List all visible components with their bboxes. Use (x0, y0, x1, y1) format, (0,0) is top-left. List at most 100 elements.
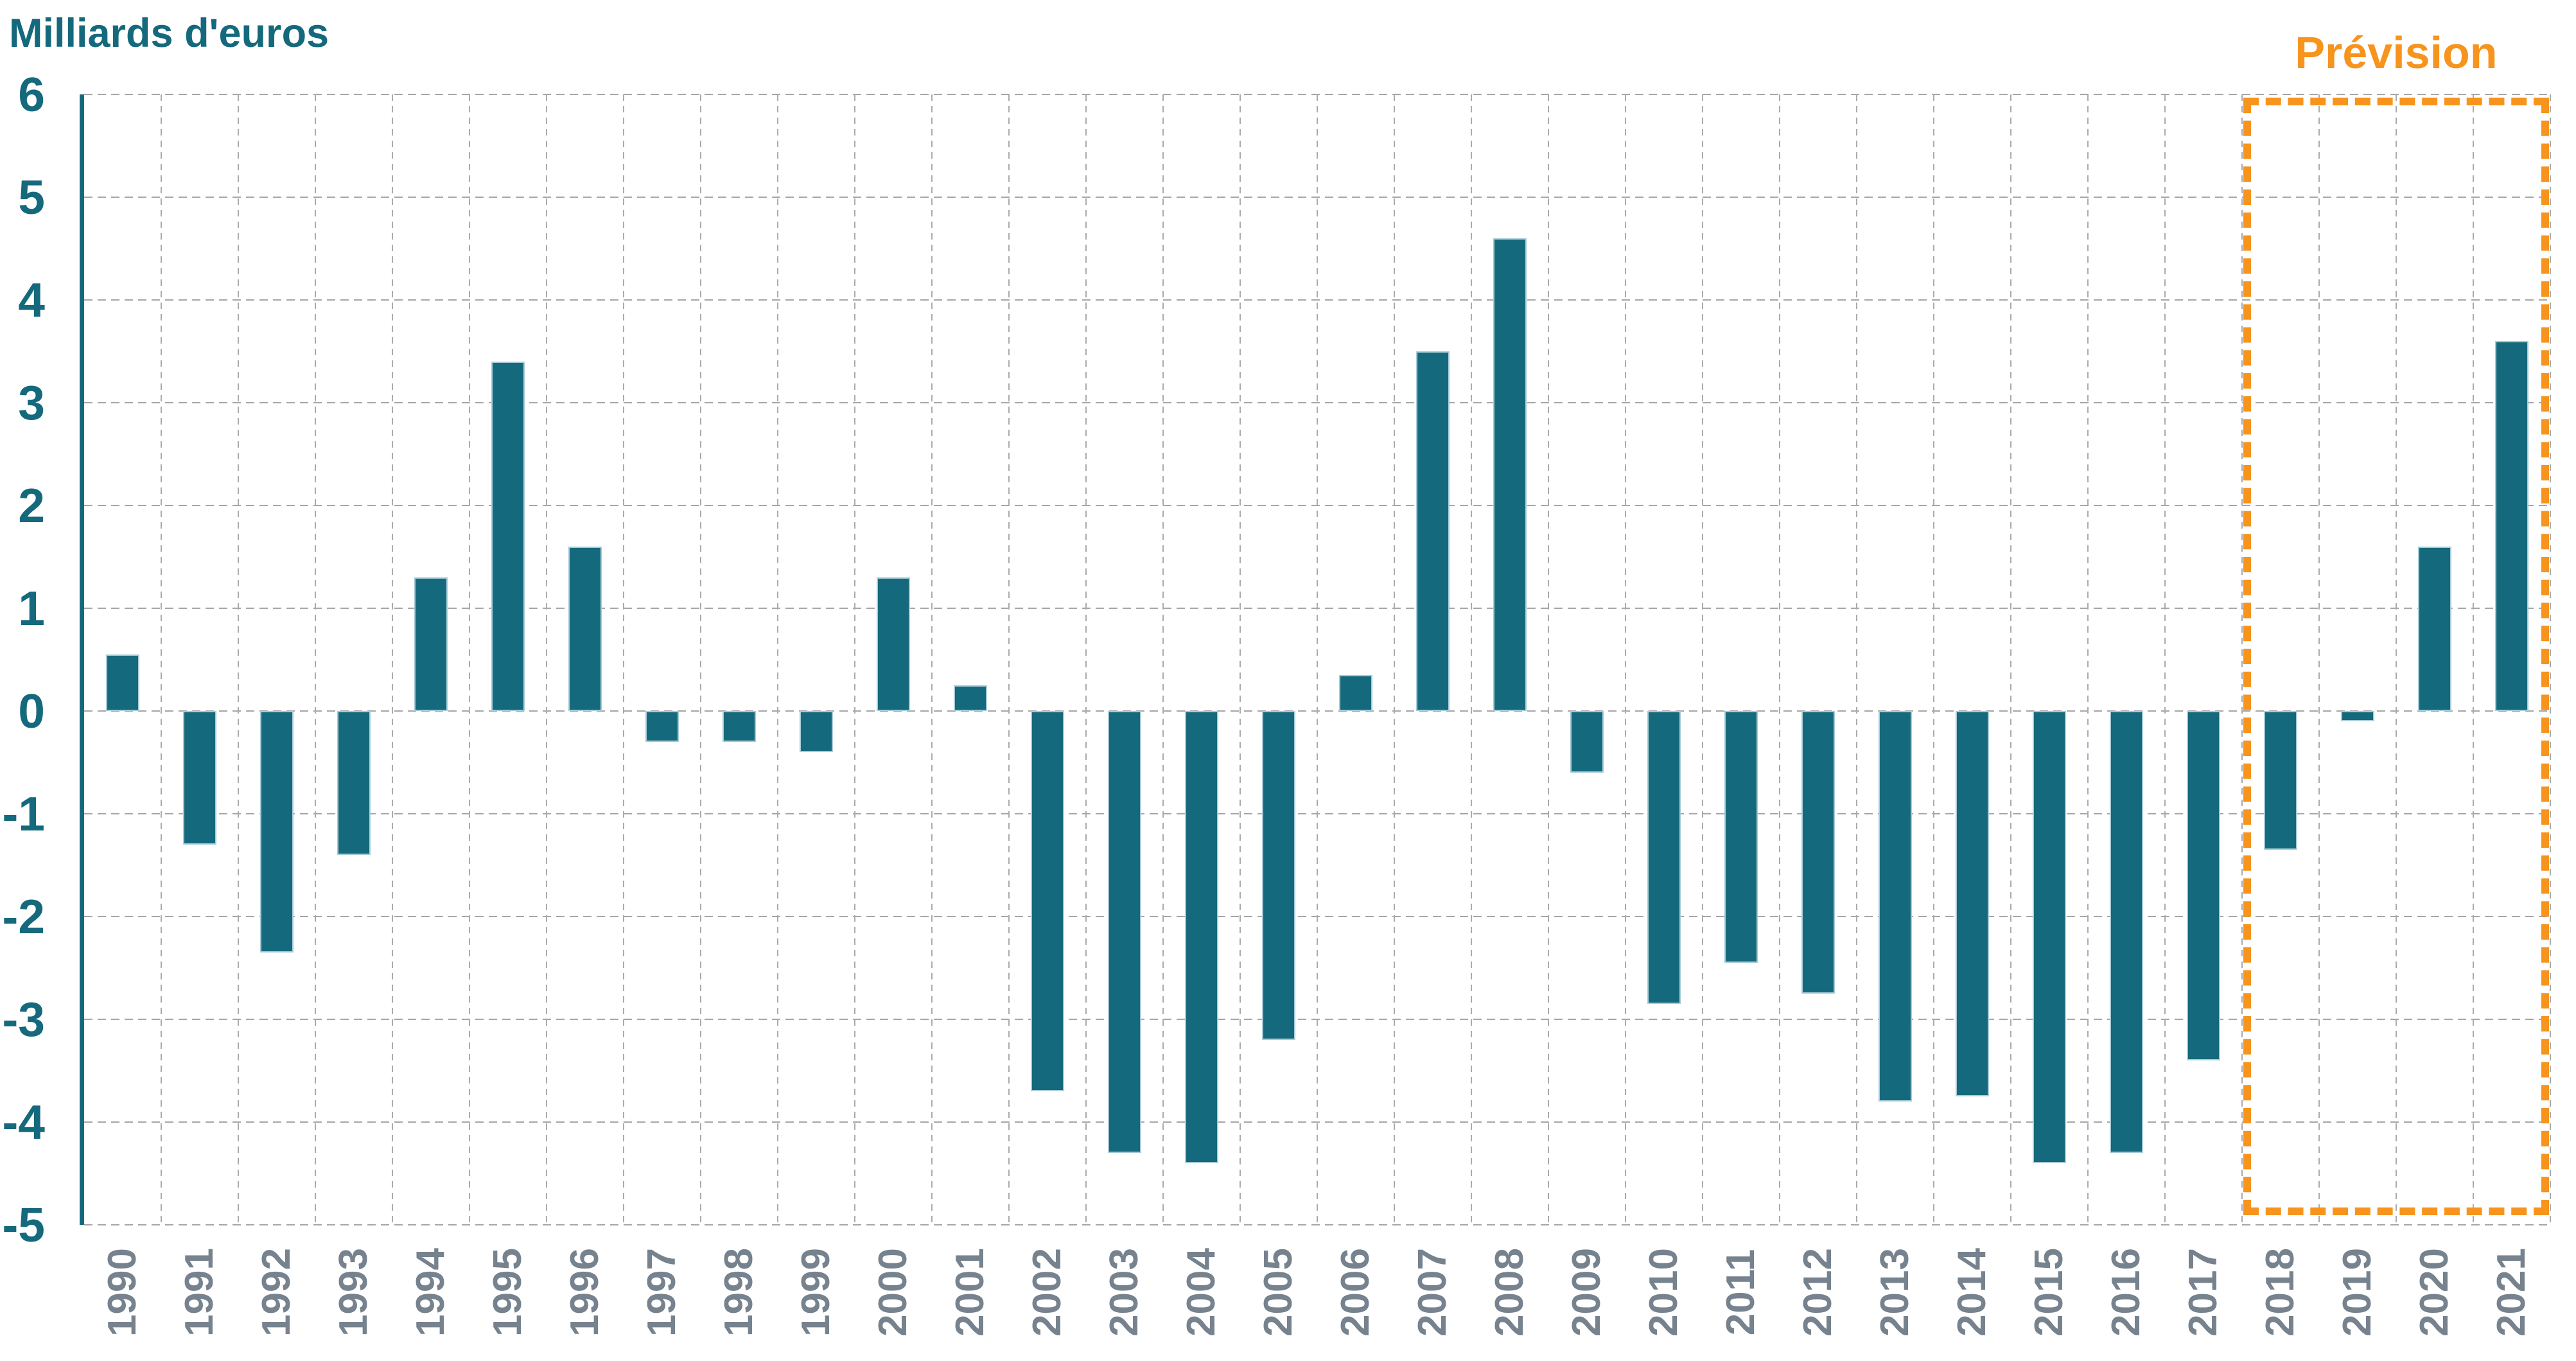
bar-1997 (645, 711, 679, 742)
bar-2005 (1262, 711, 1295, 1040)
x-tick-label-2008: 2008 (1487, 1248, 1532, 1337)
y-axis-line (80, 94, 84, 1225)
v-gridline (2318, 94, 2320, 1225)
x-tick-label-2006: 2006 (1333, 1248, 1378, 1337)
x-tick-label-2019: 2019 (2335, 1248, 2379, 1337)
bar-2004 (1185, 711, 1218, 1163)
h-gridline--5 (84, 1224, 2550, 1225)
v-gridline (392, 94, 393, 1225)
v-gridline (2241, 94, 2243, 1225)
v-gridline (2087, 94, 2089, 1225)
y-tick-label: -1 (2, 787, 45, 841)
x-tick-label-2012: 2012 (1796, 1248, 1840, 1337)
bar-2010 (1647, 711, 1681, 1004)
x-tick-label-1997: 1997 (640, 1248, 684, 1337)
v-gridline (238, 94, 239, 1225)
bar-1994 (414, 577, 448, 711)
v-gridline (546, 94, 547, 1225)
v-gridline (1625, 94, 1626, 1225)
bar-2002 (1031, 711, 1064, 1091)
bar-2008 (1493, 238, 1527, 711)
bar-2011 (1724, 711, 1758, 963)
x-tick-label-1996: 1996 (563, 1248, 607, 1337)
x-tick-label-2018: 2018 (2258, 1248, 2302, 1337)
bar-2017 (2187, 711, 2220, 1060)
v-gridline (2473, 94, 2474, 1225)
x-tick-label-2014: 2014 (1950, 1248, 1994, 1337)
v-gridline (161, 94, 162, 1225)
x-tick-label-2000: 2000 (871, 1248, 915, 1337)
v-gridline (623, 94, 624, 1225)
bar-1996 (568, 547, 602, 711)
bar-2006 (1339, 675, 1372, 711)
v-gridline (1933, 94, 1934, 1225)
x-tick-label-2013: 2013 (1873, 1248, 1917, 1337)
bar-2016 (2110, 711, 2143, 1153)
chart-title: Milliards d'euros (9, 11, 329, 56)
x-tick-label-2016: 2016 (2104, 1248, 2148, 1337)
x-tick-label-2005: 2005 (1256, 1248, 1301, 1337)
bar-2013 (1879, 711, 1912, 1102)
y-tick-label: 0 (18, 684, 45, 738)
bar-2001 (954, 685, 987, 711)
bar-2015 (2033, 711, 2066, 1163)
v-gridline (700, 94, 701, 1225)
bar-2009 (1570, 711, 1604, 773)
v-gridline (1162, 94, 1164, 1225)
bar-2019 (2341, 711, 2374, 721)
v-gridline (1317, 94, 1318, 1225)
x-tick-label-2001: 2001 (948, 1248, 992, 1337)
x-tick-label-1993: 1993 (331, 1248, 376, 1337)
x-tick-label-2021: 2021 (2489, 1248, 2534, 1337)
v-gridline (2164, 94, 2166, 1225)
v-gridline (1702, 94, 1703, 1225)
y-tick-label: 1 (18, 581, 45, 635)
forecast-region-box (2243, 98, 2549, 1215)
v-gridline (1856, 94, 1857, 1225)
bar-2012 (1801, 711, 1835, 994)
bar-2021 (2495, 341, 2528, 711)
v-gridline (2396, 94, 2397, 1225)
bar-1993 (337, 711, 371, 855)
bar-2014 (1956, 711, 1989, 1096)
x-tick-label-1990: 1990 (100, 1248, 145, 1337)
y-tick-label: 6 (18, 67, 45, 121)
v-gridline (315, 94, 316, 1225)
x-tick-label-1994: 1994 (408, 1248, 453, 1337)
v-gridline (469, 94, 470, 1225)
bar-2020 (2418, 547, 2451, 711)
y-tick-label: 2 (18, 479, 45, 532)
v-gridline (1471, 94, 1472, 1225)
bar-1998 (723, 711, 756, 742)
v-gridline (1779, 94, 1780, 1225)
bar-1990 (106, 654, 139, 711)
v-gridline (1394, 94, 1395, 1225)
y-tick-label: -2 (2, 890, 45, 944)
bar-2018 (2264, 711, 2297, 850)
x-tick-label-2011: 2011 (1719, 1249, 1763, 1336)
x-tick-label-2010: 2010 (1642, 1248, 1686, 1337)
bar-2003 (1108, 711, 1141, 1153)
x-tick-label-2003: 2003 (1102, 1248, 1146, 1337)
y-tick-label: -5 (2, 1198, 45, 1252)
v-gridline (1548, 94, 1549, 1225)
x-tick-label-2007: 2007 (1410, 1248, 1455, 1337)
y-tick-label: 4 (18, 273, 45, 327)
bar-1991 (183, 711, 216, 845)
v-gridline (931, 94, 933, 1225)
x-tick-label-1999: 1999 (794, 1248, 838, 1337)
x-tick-label-2015: 2015 (2027, 1248, 2071, 1337)
y-tick-label: 3 (18, 376, 45, 430)
v-gridline (1085, 94, 1087, 1225)
v-gridline (777, 94, 778, 1225)
bar-1999 (800, 711, 833, 752)
y-tick-label: -3 (2, 992, 45, 1046)
x-tick-label-1991: 1991 (177, 1248, 222, 1337)
bar-2007 (1416, 351, 1450, 711)
x-tick-label-2004: 2004 (1179, 1248, 1223, 1337)
v-gridline (854, 94, 855, 1225)
x-tick-label-2009: 2009 (1564, 1248, 1609, 1337)
forecast-label: Prévision (2295, 28, 2498, 78)
bar-1995 (491, 362, 525, 711)
